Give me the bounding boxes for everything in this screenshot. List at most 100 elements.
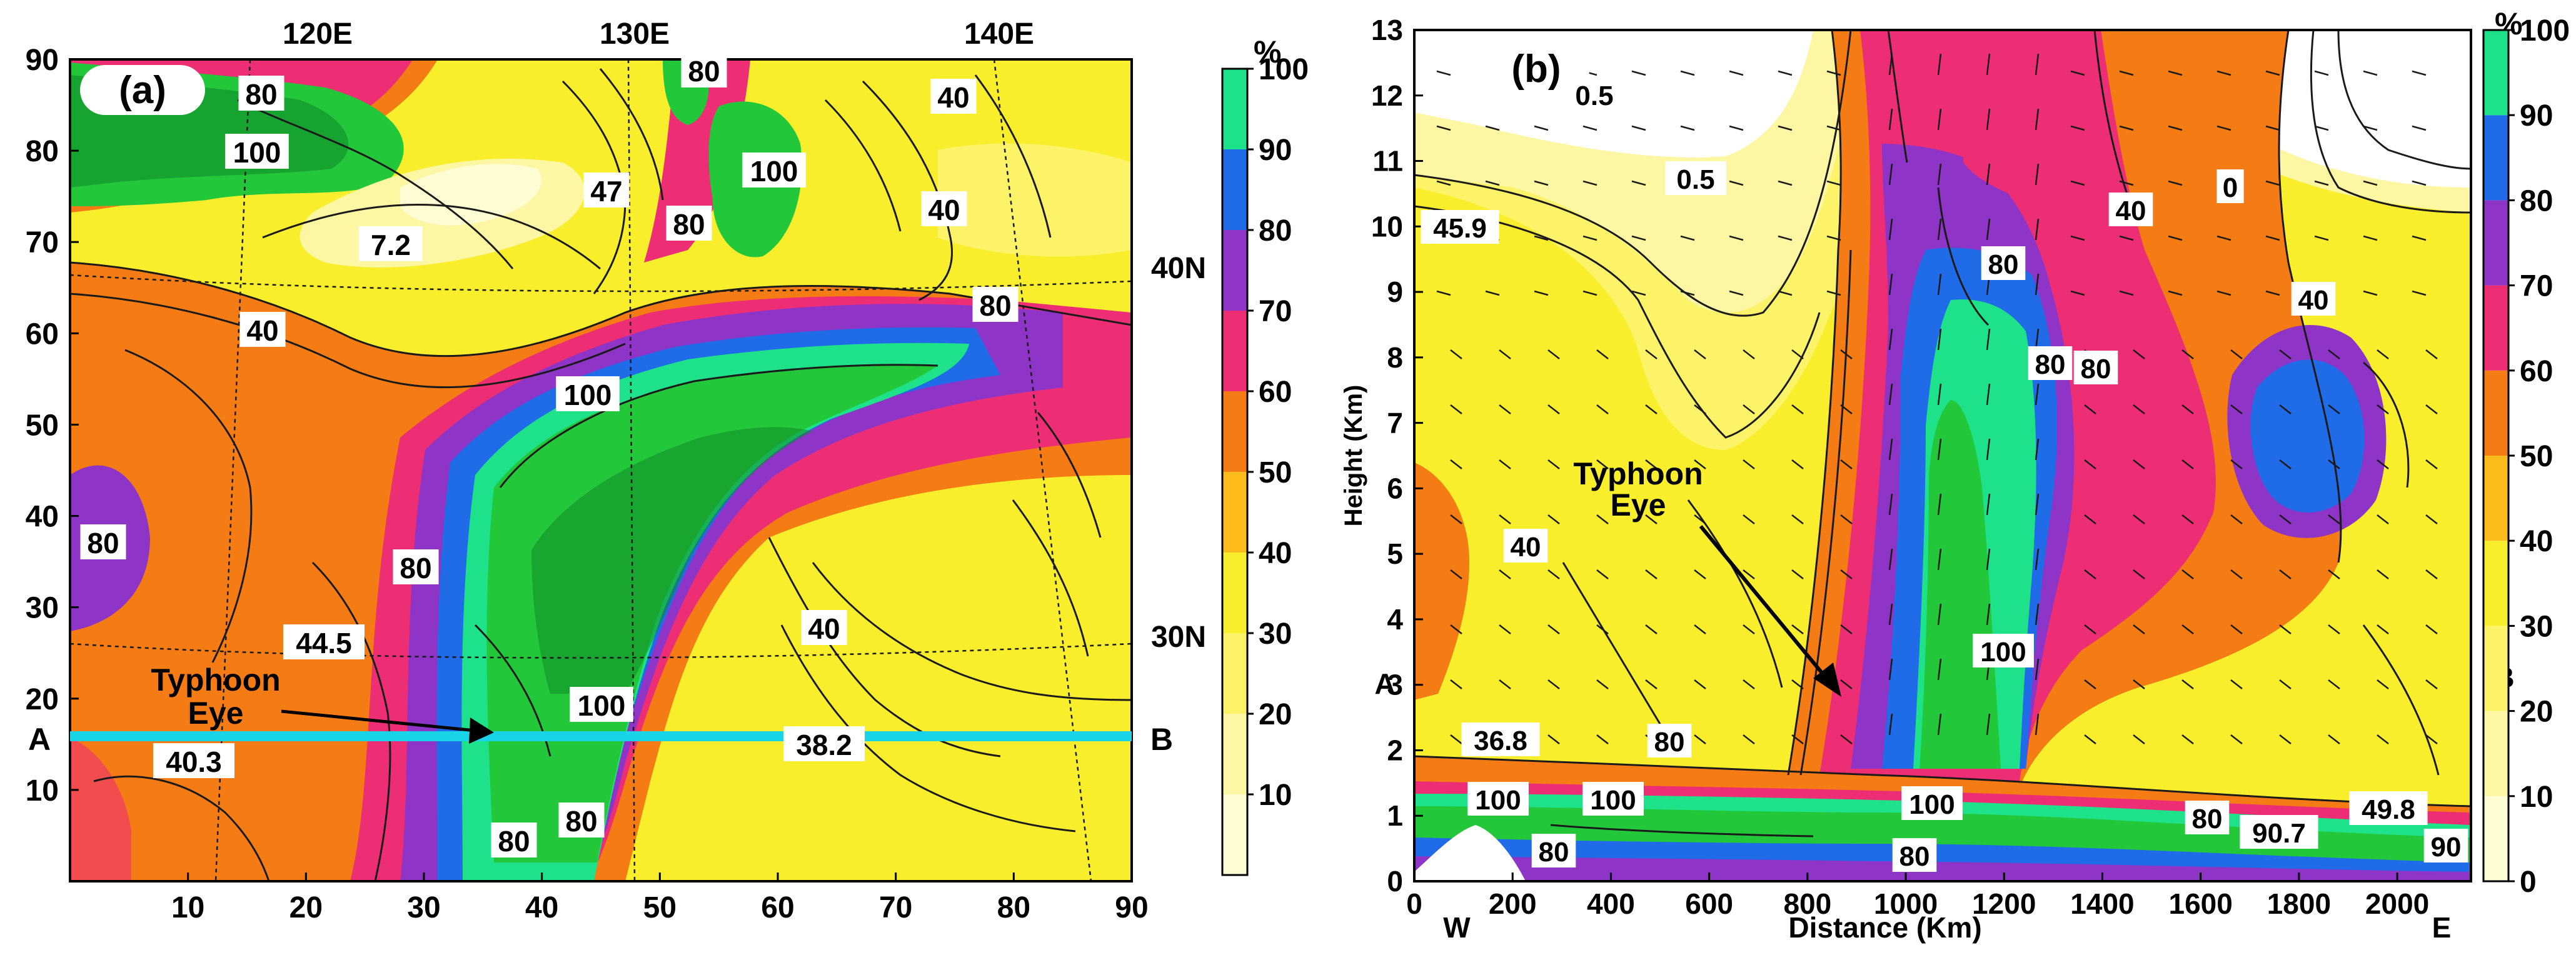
wind-vector	[2377, 679, 2389, 689]
wind-vector	[1888, 273, 1893, 296]
wind-vector	[1743, 734, 1755, 744]
wind-vector	[1631, 290, 1646, 296]
contour-label-bg	[2108, 192, 2153, 226]
contour-label: 44.5	[296, 627, 352, 659]
y-tick-label: 3	[1387, 669, 1403, 701]
x-tick-label: 40	[525, 891, 558, 924]
wind-vector	[2425, 624, 2438, 634]
wind-vector	[2035, 548, 2040, 571]
contour-label: 80	[688, 55, 720, 88]
wind-vector	[1937, 713, 1942, 736]
x-tick-label: 30	[407, 891, 440, 924]
x-tick-label: 1800	[2267, 888, 2331, 920]
wind-vector	[2265, 235, 2280, 241]
longitude-label: 120E	[283, 18, 353, 51]
contour-label-bg	[1503, 529, 1548, 562]
contour-label: 100	[1475, 785, 1521, 816]
wind-vector	[2230, 734, 2243, 744]
wind-vector	[1840, 624, 1853, 634]
wind-vector	[1680, 235, 1695, 241]
colorbar-segment	[1222, 230, 1247, 311]
y-tick-label: 20	[26, 683, 59, 716]
wind-vector	[2377, 514, 2389, 524]
x-tick-label: 1400	[2070, 888, 2134, 920]
colorbar-tick-label: 50	[2520, 440, 2553, 473]
typhoon-eye-label-line2: Eye	[188, 696, 244, 731]
wind-vector	[1729, 290, 1744, 296]
wind-vector	[1582, 125, 1597, 131]
wind-vector	[1826, 70, 1841, 76]
contour-label: 40	[2116, 196, 2146, 226]
wind-vector	[1888, 658, 1893, 681]
wind-vector	[1986, 603, 1991, 626]
section-start-label: A	[28, 722, 51, 757]
wind-vector	[2279, 404, 2292, 414]
wind-vector	[1743, 459, 1755, 469]
wind-vector	[1450, 459, 1462, 469]
wind-vector	[1534, 235, 1549, 241]
colorbar-tick-label: 100	[1259, 53, 1309, 86]
wind-vector	[2377, 349, 2389, 359]
wind-vector	[1729, 180, 1744, 186]
wind-vector	[2168, 125, 2183, 131]
wind-vector	[2425, 514, 2438, 524]
contour-lines-b	[1414, 30, 2471, 838]
wind-vector	[1937, 658, 1942, 681]
contour-label-bg	[1421, 210, 1499, 244]
contour-label: 38.2	[796, 729, 852, 761]
contour-label: 47	[590, 175, 622, 208]
panel-b-plot-area	[1414, 30, 2471, 881]
wind-vector	[1645, 349, 1658, 359]
wind-vector	[1450, 624, 1462, 634]
contour-label-bg	[2185, 801, 2230, 834]
contour-label: 80	[673, 208, 705, 241]
colorbar-tick-label: 90	[1259, 134, 1292, 167]
wind-vector	[1499, 624, 1511, 634]
y-tick-label: 40	[26, 501, 59, 534]
wind-vector	[1743, 349, 1755, 359]
wind-vector	[2425, 459, 2438, 469]
x-tick-label: 200	[1489, 888, 1537, 920]
wind-vector	[1450, 404, 1462, 414]
wind-vector	[1937, 328, 1942, 351]
wind-vector	[1888, 438, 1893, 461]
wind-vector	[2181, 349, 2194, 359]
contour-label: 100	[233, 136, 281, 169]
contour-label: 80	[1899, 841, 1930, 872]
x-tick-label: 60	[761, 891, 794, 924]
wind-vector	[1582, 180, 1597, 186]
wind-vector	[1888, 163, 1893, 186]
contour-label-bg	[1582, 782, 1644, 816]
wind-vector	[1645, 459, 1658, 469]
contour-label-bg	[238, 76, 284, 111]
wind-vector	[2230, 624, 2243, 634]
contour-label: 0	[2223, 172, 2238, 203]
contour-label: 100	[1980, 637, 2026, 668]
wind-vector	[1791, 624, 1804, 634]
wind-vector	[2070, 70, 2085, 76]
wind-vector	[2181, 404, 2194, 414]
panel-b-contour-labels: 0.5 0.5 0 45.9 40 40 80 80 80 40 100 36.8 100 100 100 8…	[1421, 78, 2468, 872]
x-tick-label: 10	[171, 891, 204, 924]
contour-label-bg	[2291, 282, 2336, 316]
wind-vector	[2119, 125, 2134, 131]
wind-vector	[1450, 514, 1462, 524]
wind-vector	[1743, 404, 1755, 414]
colorbar-segment	[1222, 472, 1247, 552]
wind-vector	[1547, 404, 1560, 414]
panel-b-label-bg	[1483, 45, 1589, 95]
contour-label: 90	[2431, 832, 2462, 862]
wind-vector	[2363, 235, 2378, 241]
colorbar-tick-label: 20	[1259, 698, 1292, 731]
panel-b-section-start: A	[1374, 668, 1395, 700]
contour-label-bg	[393, 549, 439, 584]
wind-vector	[1840, 679, 1853, 689]
x-tick-label: 2000	[2365, 888, 2429, 920]
wind-vector	[1582, 290, 1597, 296]
wind-vector	[1986, 218, 1991, 241]
wind-vector	[1791, 569, 1804, 579]
contour-label: 100	[1590, 785, 1636, 816]
contour-label-bg	[2423, 829, 2468, 862]
wind-vector	[2230, 514, 2243, 524]
wind-vector	[1596, 679, 1609, 689]
